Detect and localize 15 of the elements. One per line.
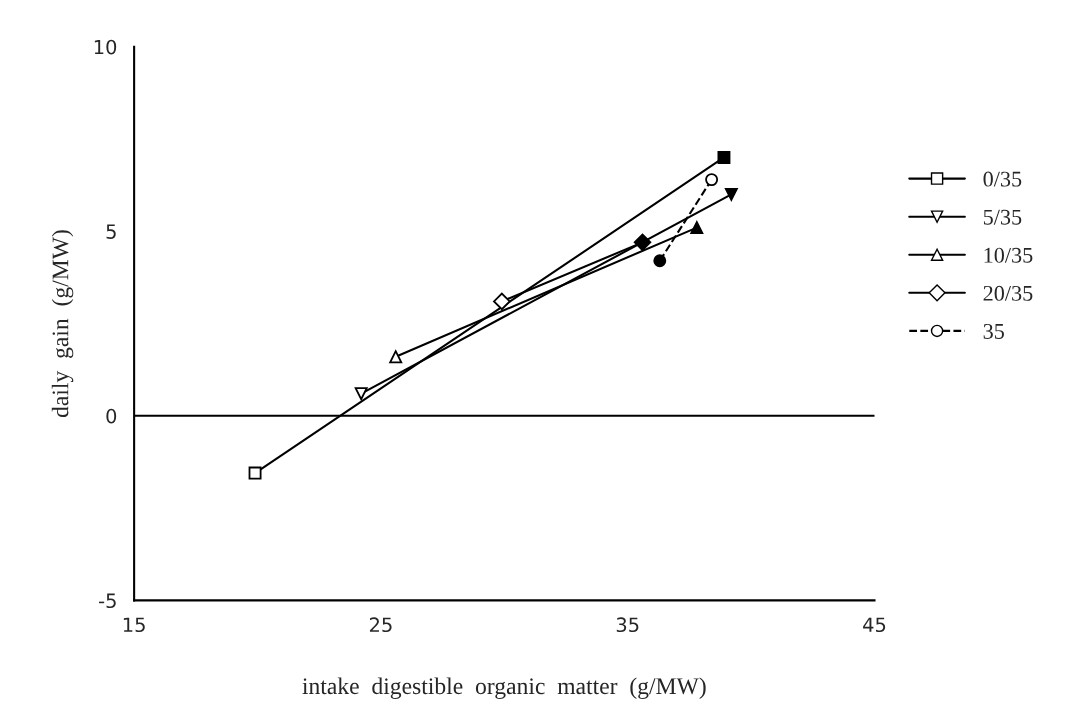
x-axis-title: intake digestible organic matter (g/MW) xyxy=(302,677,706,699)
y-tick-label: 0 xyxy=(106,408,117,424)
legend-label: 5/35 xyxy=(983,209,1022,225)
y-axis-title: daily gain (g/MW) xyxy=(51,230,74,418)
legend-label: 35 xyxy=(983,323,1004,339)
y-tick-label: 5 xyxy=(106,224,116,239)
x-tick-label: 25 xyxy=(369,617,392,633)
legend-label: 0/35 xyxy=(983,171,1022,187)
x-tick-label: 35 xyxy=(616,617,639,633)
legend-label: 10/35 xyxy=(984,247,1033,263)
x-tick-label: 45 xyxy=(863,617,886,633)
y-tick-label: -5 xyxy=(99,593,116,609)
y-tick-label: 10 xyxy=(94,39,117,55)
legend-label: 20/35 xyxy=(983,285,1033,301)
x-tick-label: 15 xyxy=(123,617,145,633)
